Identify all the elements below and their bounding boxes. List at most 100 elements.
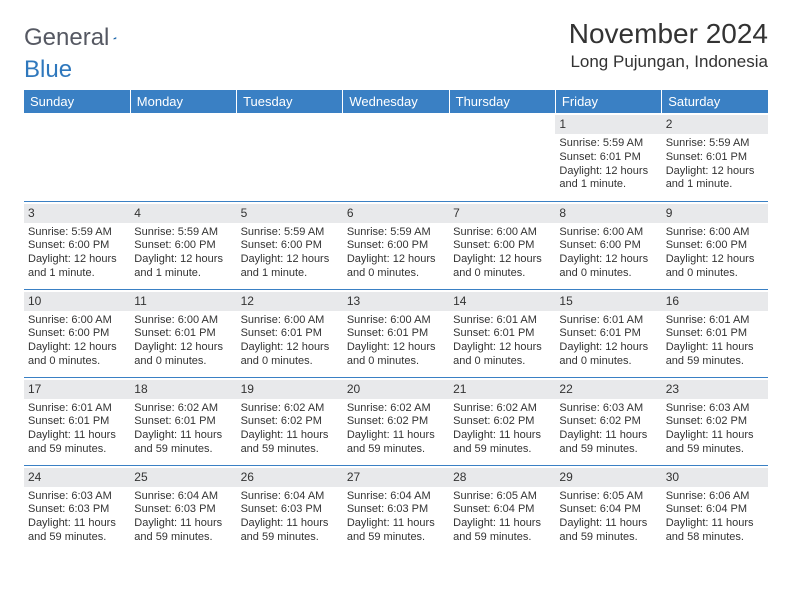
- day-cell: 13Sunrise: 6:00 AMSunset: 6:01 PMDayligh…: [343, 289, 449, 377]
- day-cell: [449, 113, 555, 201]
- col-saturday: Saturday: [662, 90, 768, 113]
- sunset-text: Sunset: 6:01 PM: [666, 151, 764, 165]
- daylight-text: Daylight: 11 hours and 59 minutes.: [453, 517, 551, 545]
- sunrise-text: Sunrise: 6:05 AM: [453, 490, 551, 504]
- day-cell: 21Sunrise: 6:02 AMSunset: 6:02 PMDayligh…: [449, 377, 555, 465]
- daylight-text: Daylight: 12 hours and 0 minutes.: [453, 341, 551, 369]
- day-cell: 9 Sunrise: 6:00 AMSunset: 6:00 PMDaylight…: [662, 201, 768, 289]
- sunrise-text: Sunrise: 6:01 AM: [28, 402, 126, 416]
- sunset-text: Sunset: 6:02 PM: [666, 415, 764, 429]
- daylight-text: Daylight: 11 hours and 59 minutes.: [559, 517, 657, 545]
- col-tuesday: Tuesday: [237, 90, 343, 113]
- sunrise-text: Sunrise: 6:00 AM: [347, 314, 445, 328]
- day-cell: 24Sunrise: 6:03 AMSunset: 6:03 PMDayligh…: [24, 465, 130, 553]
- sunrise-text: Sunrise: 6:00 AM: [666, 226, 764, 240]
- day-cell: [237, 113, 343, 201]
- day-cell: 22Sunrise: 6:03 AMSunset: 6:02 PMDayligh…: [555, 377, 661, 465]
- day-number: 25: [130, 468, 236, 487]
- sunrise-text: Sunrise: 5:59 AM: [559, 137, 657, 151]
- month-title: November 2024: [569, 18, 768, 50]
- daylight-text: Daylight: 11 hours and 59 minutes.: [666, 429, 764, 457]
- day-number: 7: [449, 204, 555, 223]
- day-number: 12: [237, 292, 343, 311]
- sunrise-text: Sunrise: 6:02 AM: [134, 402, 232, 416]
- day-number: 29: [555, 468, 661, 487]
- daylight-text: Daylight: 12 hours and 1 minute.: [666, 165, 764, 193]
- day-cell: 25Sunrise: 6:04 AMSunset: 6:03 PMDayligh…: [130, 465, 236, 553]
- sunset-text: Sunset: 6:04 PM: [666, 503, 764, 517]
- daylight-text: Daylight: 12 hours and 0 minutes.: [666, 253, 764, 281]
- title-block: November 2024 Long Pujungan, Indonesia: [569, 18, 768, 72]
- day-cell: 11Sunrise: 6:00 AMSunset: 6:01 PMDayligh…: [130, 289, 236, 377]
- daylight-text: Daylight: 12 hours and 0 minutes.: [347, 253, 445, 281]
- daylight-text: Daylight: 11 hours and 59 minutes.: [28, 517, 126, 545]
- sunset-text: Sunset: 6:00 PM: [28, 239, 126, 253]
- day-cell: 1Sunrise: 5:59 AMSunset: 6:01 PMDaylight…: [555, 113, 661, 201]
- sunrise-text: Sunrise: 6:04 AM: [134, 490, 232, 504]
- day-number: 8: [555, 204, 661, 223]
- calendar-table: Sunday Monday Tuesday Wednesday Thursday…: [24, 90, 768, 553]
- day-number: 19: [237, 380, 343, 399]
- day-cell: 5Sunrise: 5:59 AMSunset: 6:00 PMDaylight…: [237, 201, 343, 289]
- sunrise-text: Sunrise: 5:59 AM: [666, 137, 764, 151]
- day-number: 26: [237, 468, 343, 487]
- col-wednesday: Wednesday: [343, 90, 449, 113]
- day-number: 20: [343, 380, 449, 399]
- day-cell: 10Sunrise: 6:00 AMSunset: 6:00 PMDayligh…: [24, 289, 130, 377]
- sunset-text: Sunset: 6:01 PM: [241, 327, 339, 341]
- sunrise-text: Sunrise: 6:00 AM: [559, 226, 657, 240]
- logo-word-2: Blue: [24, 56, 72, 84]
- sunrise-text: Sunrise: 6:00 AM: [28, 314, 126, 328]
- sunset-text: Sunset: 6:01 PM: [134, 415, 232, 429]
- calendar-body: 1Sunrise: 5:59 AMSunset: 6:01 PMDaylight…: [24, 113, 768, 553]
- day-number: 10: [24, 292, 130, 311]
- day-cell: 30Sunrise: 6:06 AMSunset: 6:04 PMDayligh…: [662, 465, 768, 553]
- sunset-text: Sunset: 6:01 PM: [559, 151, 657, 165]
- week-row: 3Sunrise: 5:59 AMSunset: 6:00 PMDaylight…: [24, 201, 768, 289]
- day-number: 24: [24, 468, 130, 487]
- sunset-text: Sunset: 6:02 PM: [559, 415, 657, 429]
- daylight-text: Daylight: 11 hours and 59 minutes.: [347, 517, 445, 545]
- day-cell: 17Sunrise: 6:01 AMSunset: 6:01 PMDayligh…: [24, 377, 130, 465]
- sunrise-text: Sunrise: 6:06 AM: [666, 490, 764, 504]
- week-row: 24Sunrise: 6:03 AMSunset: 6:03 PMDayligh…: [24, 465, 768, 553]
- day-cell: [24, 113, 130, 201]
- sunrise-text: Sunrise: 6:03 AM: [666, 402, 764, 416]
- daylight-text: Daylight: 12 hours and 0 minutes.: [134, 341, 232, 369]
- logo-word-1: General: [24, 24, 109, 52]
- sunset-text: Sunset: 6:01 PM: [453, 327, 551, 341]
- week-row: 10Sunrise: 6:00 AMSunset: 6:00 PMDayligh…: [24, 289, 768, 377]
- day-cell: 12Sunrise: 6:00 AMSunset: 6:01 PMDayligh…: [237, 289, 343, 377]
- day-cell: 6Sunrise: 5:59 AMSunset: 6:00 PMDaylight…: [343, 201, 449, 289]
- sunrise-text: Sunrise: 6:02 AM: [241, 402, 339, 416]
- daylight-text: Daylight: 11 hours and 59 minutes.: [347, 429, 445, 457]
- day-cell: 19Sunrise: 6:02 AMSunset: 6:02 PMDayligh…: [237, 377, 343, 465]
- sunrise-text: Sunrise: 5:59 AM: [241, 226, 339, 240]
- day-number: 2: [662, 115, 768, 134]
- day-number: 9: [662, 204, 768, 223]
- logo: General: [24, 24, 137, 52]
- sunrise-text: Sunrise: 6:02 AM: [453, 402, 551, 416]
- sunset-text: Sunset: 6:00 PM: [666, 239, 764, 253]
- daylight-text: Daylight: 12 hours and 0 minutes.: [559, 253, 657, 281]
- daylight-text: Daylight: 12 hours and 0 minutes.: [28, 341, 126, 369]
- day-cell: 27Sunrise: 6:04 AMSunset: 6:03 PMDayligh…: [343, 465, 449, 553]
- sunset-text: Sunset: 6:03 PM: [347, 503, 445, 517]
- sunrise-text: Sunrise: 6:00 AM: [453, 226, 551, 240]
- week-row: 1Sunrise: 5:59 AMSunset: 6:01 PMDaylight…: [24, 113, 768, 201]
- day-number: 30: [662, 468, 768, 487]
- sunset-text: Sunset: 6:04 PM: [559, 503, 657, 517]
- day-number: 11: [130, 292, 236, 311]
- daylight-text: Daylight: 11 hours and 59 minutes.: [134, 429, 232, 457]
- day-cell: 8Sunrise: 6:00 AMSunset: 6:00 PMDaylight…: [555, 201, 661, 289]
- sunrise-text: Sunrise: 5:59 AM: [28, 226, 126, 240]
- day-number: 16: [662, 292, 768, 311]
- sunrise-text: Sunrise: 6:03 AM: [28, 490, 126, 504]
- daylight-text: Daylight: 12 hours and 0 minutes.: [347, 341, 445, 369]
- sunrise-text: Sunrise: 6:01 AM: [666, 314, 764, 328]
- daylight-text: Daylight: 12 hours and 1 minute.: [241, 253, 339, 281]
- day-cell: 29Sunrise: 6:05 AMSunset: 6:04 PMDayligh…: [555, 465, 661, 553]
- day-cell: 26Sunrise: 6:04 AMSunset: 6:03 PMDayligh…: [237, 465, 343, 553]
- sunset-text: Sunset: 6:02 PM: [453, 415, 551, 429]
- daylight-text: Daylight: 11 hours and 59 minutes.: [134, 517, 232, 545]
